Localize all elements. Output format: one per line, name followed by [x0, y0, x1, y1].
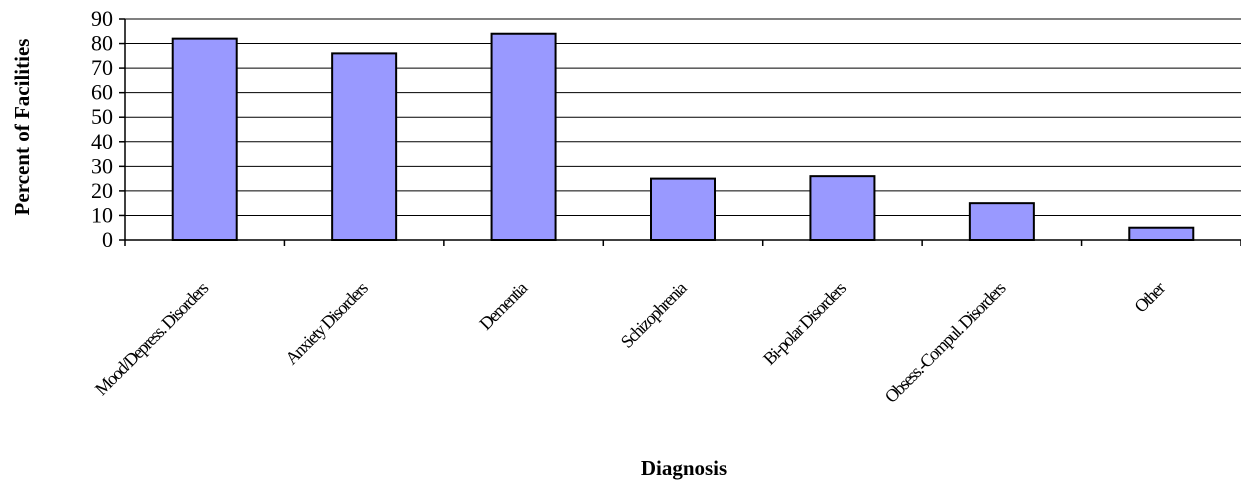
- category-label: Bi-polar Disorders: [759, 278, 850, 369]
- y-tick-label: 0: [102, 227, 113, 252]
- category-label: Dementia: [475, 278, 531, 334]
- y-tick-label: 20: [91, 178, 113, 203]
- gridlines: [125, 18, 1241, 241]
- y-axis-title: Percent of Facilities: [10, 39, 34, 216]
- category-label: Obsess.-Compul. Disorders: [881, 278, 1010, 407]
- bar-1: [331, 52, 398, 241]
- category-label: Schizophrenia: [617, 278, 691, 352]
- y-tick-label: 40: [91, 129, 113, 154]
- bar-3: [650, 177, 716, 242]
- bar-0: [171, 37, 238, 242]
- y-tick-label: 50: [91, 104, 113, 129]
- y-tick-label: 10: [91, 202, 113, 227]
- bar-5: [968, 202, 1035, 242]
- bar-6: [1128, 226, 1195, 242]
- category-label: Other: [1130, 278, 1169, 317]
- y-tick-label: 70: [91, 55, 113, 80]
- y-tick-label: 90: [91, 6, 113, 31]
- y-tick-label: 60: [91, 80, 113, 105]
- bar-4: [809, 175, 876, 241]
- bar-2: [490, 32, 557, 241]
- x-axis-title: Diagnosis: [641, 456, 727, 480]
- category-labels: Mood/Depress. Disorders Anxiety Disorders…: [91, 278, 1169, 407]
- category-label: Anxiety Disorders: [281, 278, 372, 369]
- x-tick-marks: [124, 240, 1241, 246]
- y-tick-label: 80: [91, 31, 113, 56]
- axes: [124, 19, 1241, 241]
- y-tick-label: 30: [91, 153, 113, 178]
- bars: [171, 32, 1195, 242]
- category-label: Mood/Depress. Disorders: [91, 278, 213, 400]
